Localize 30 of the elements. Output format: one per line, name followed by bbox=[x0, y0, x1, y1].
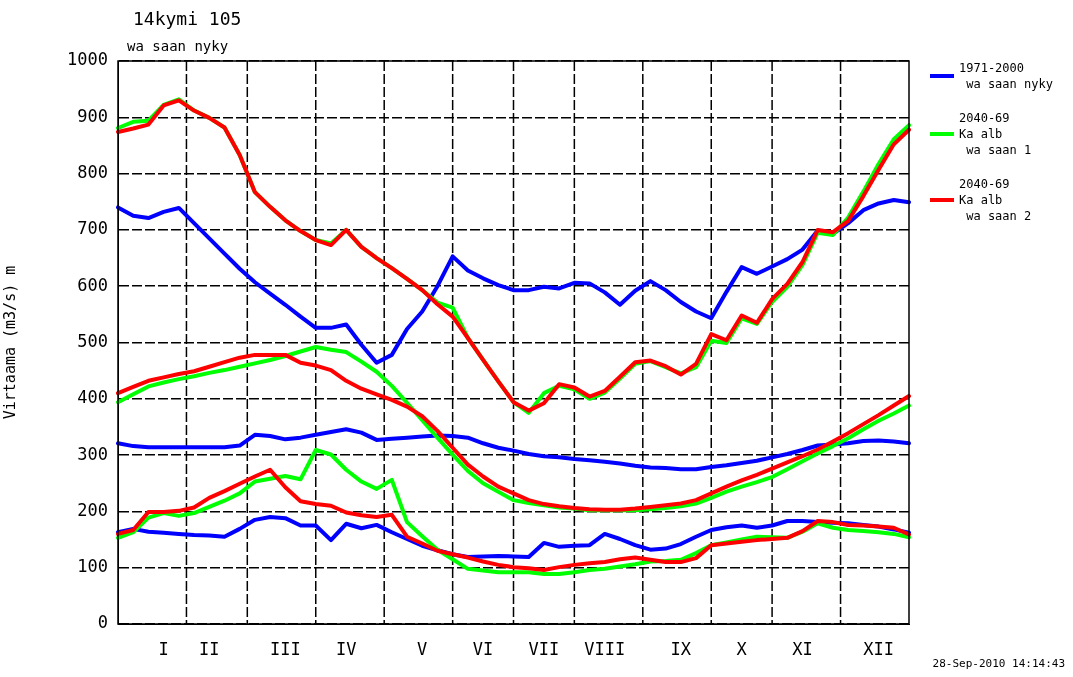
y-tick-label: 100 bbox=[77, 556, 108, 577]
x-tick-label: X bbox=[736, 638, 748, 659]
y-tick-label: 800 bbox=[77, 162, 108, 183]
y-tick-label: 300 bbox=[77, 443, 108, 464]
y-axis-title: Virtaama (m3/s) m bbox=[0, 265, 19, 420]
chart-title: 14kymi 105 bbox=[133, 8, 242, 29]
y-tick-label: 600 bbox=[77, 274, 108, 295]
x-tick-label: V bbox=[417, 638, 428, 659]
chart-subtitle: wa saan nyky bbox=[127, 38, 229, 54]
x-tick-label: I bbox=[158, 638, 169, 659]
x-tick-label: IX bbox=[670, 638, 692, 659]
text: 28-Sep-2010 14:14:43 bbox=[932, 657, 1065, 670]
x-tick-label: VI bbox=[472, 638, 494, 659]
x-tick-label: VIII bbox=[584, 638, 626, 659]
y-tick-label: 0 bbox=[97, 612, 108, 633]
legend-label: 1971-2000 wa saan nyky bbox=[959, 60, 1053, 92]
y-tick-label: 700 bbox=[77, 218, 108, 239]
x-tick-label: II bbox=[199, 638, 220, 659]
x-tick-label: III bbox=[269, 638, 301, 659]
y-tick-label: 500 bbox=[77, 330, 108, 351]
x-tick-label: VII bbox=[528, 638, 560, 659]
y-tick-label: 200 bbox=[77, 499, 108, 520]
y-tick-label: 400 bbox=[77, 387, 108, 408]
x-tick-label: XI bbox=[792, 638, 813, 659]
legend-label: 2040-69 Ka alb wa saan 1 bbox=[959, 110, 1032, 158]
y-tick-label: 1000 bbox=[67, 49, 108, 70]
x-tick-label: XII bbox=[863, 638, 894, 659]
y-tick-label: 900 bbox=[77, 105, 108, 126]
legend-label: 2040-69 Ka alb wa saan 2 bbox=[959, 176, 1032, 224]
x-tick-label: IV bbox=[335, 638, 357, 659]
